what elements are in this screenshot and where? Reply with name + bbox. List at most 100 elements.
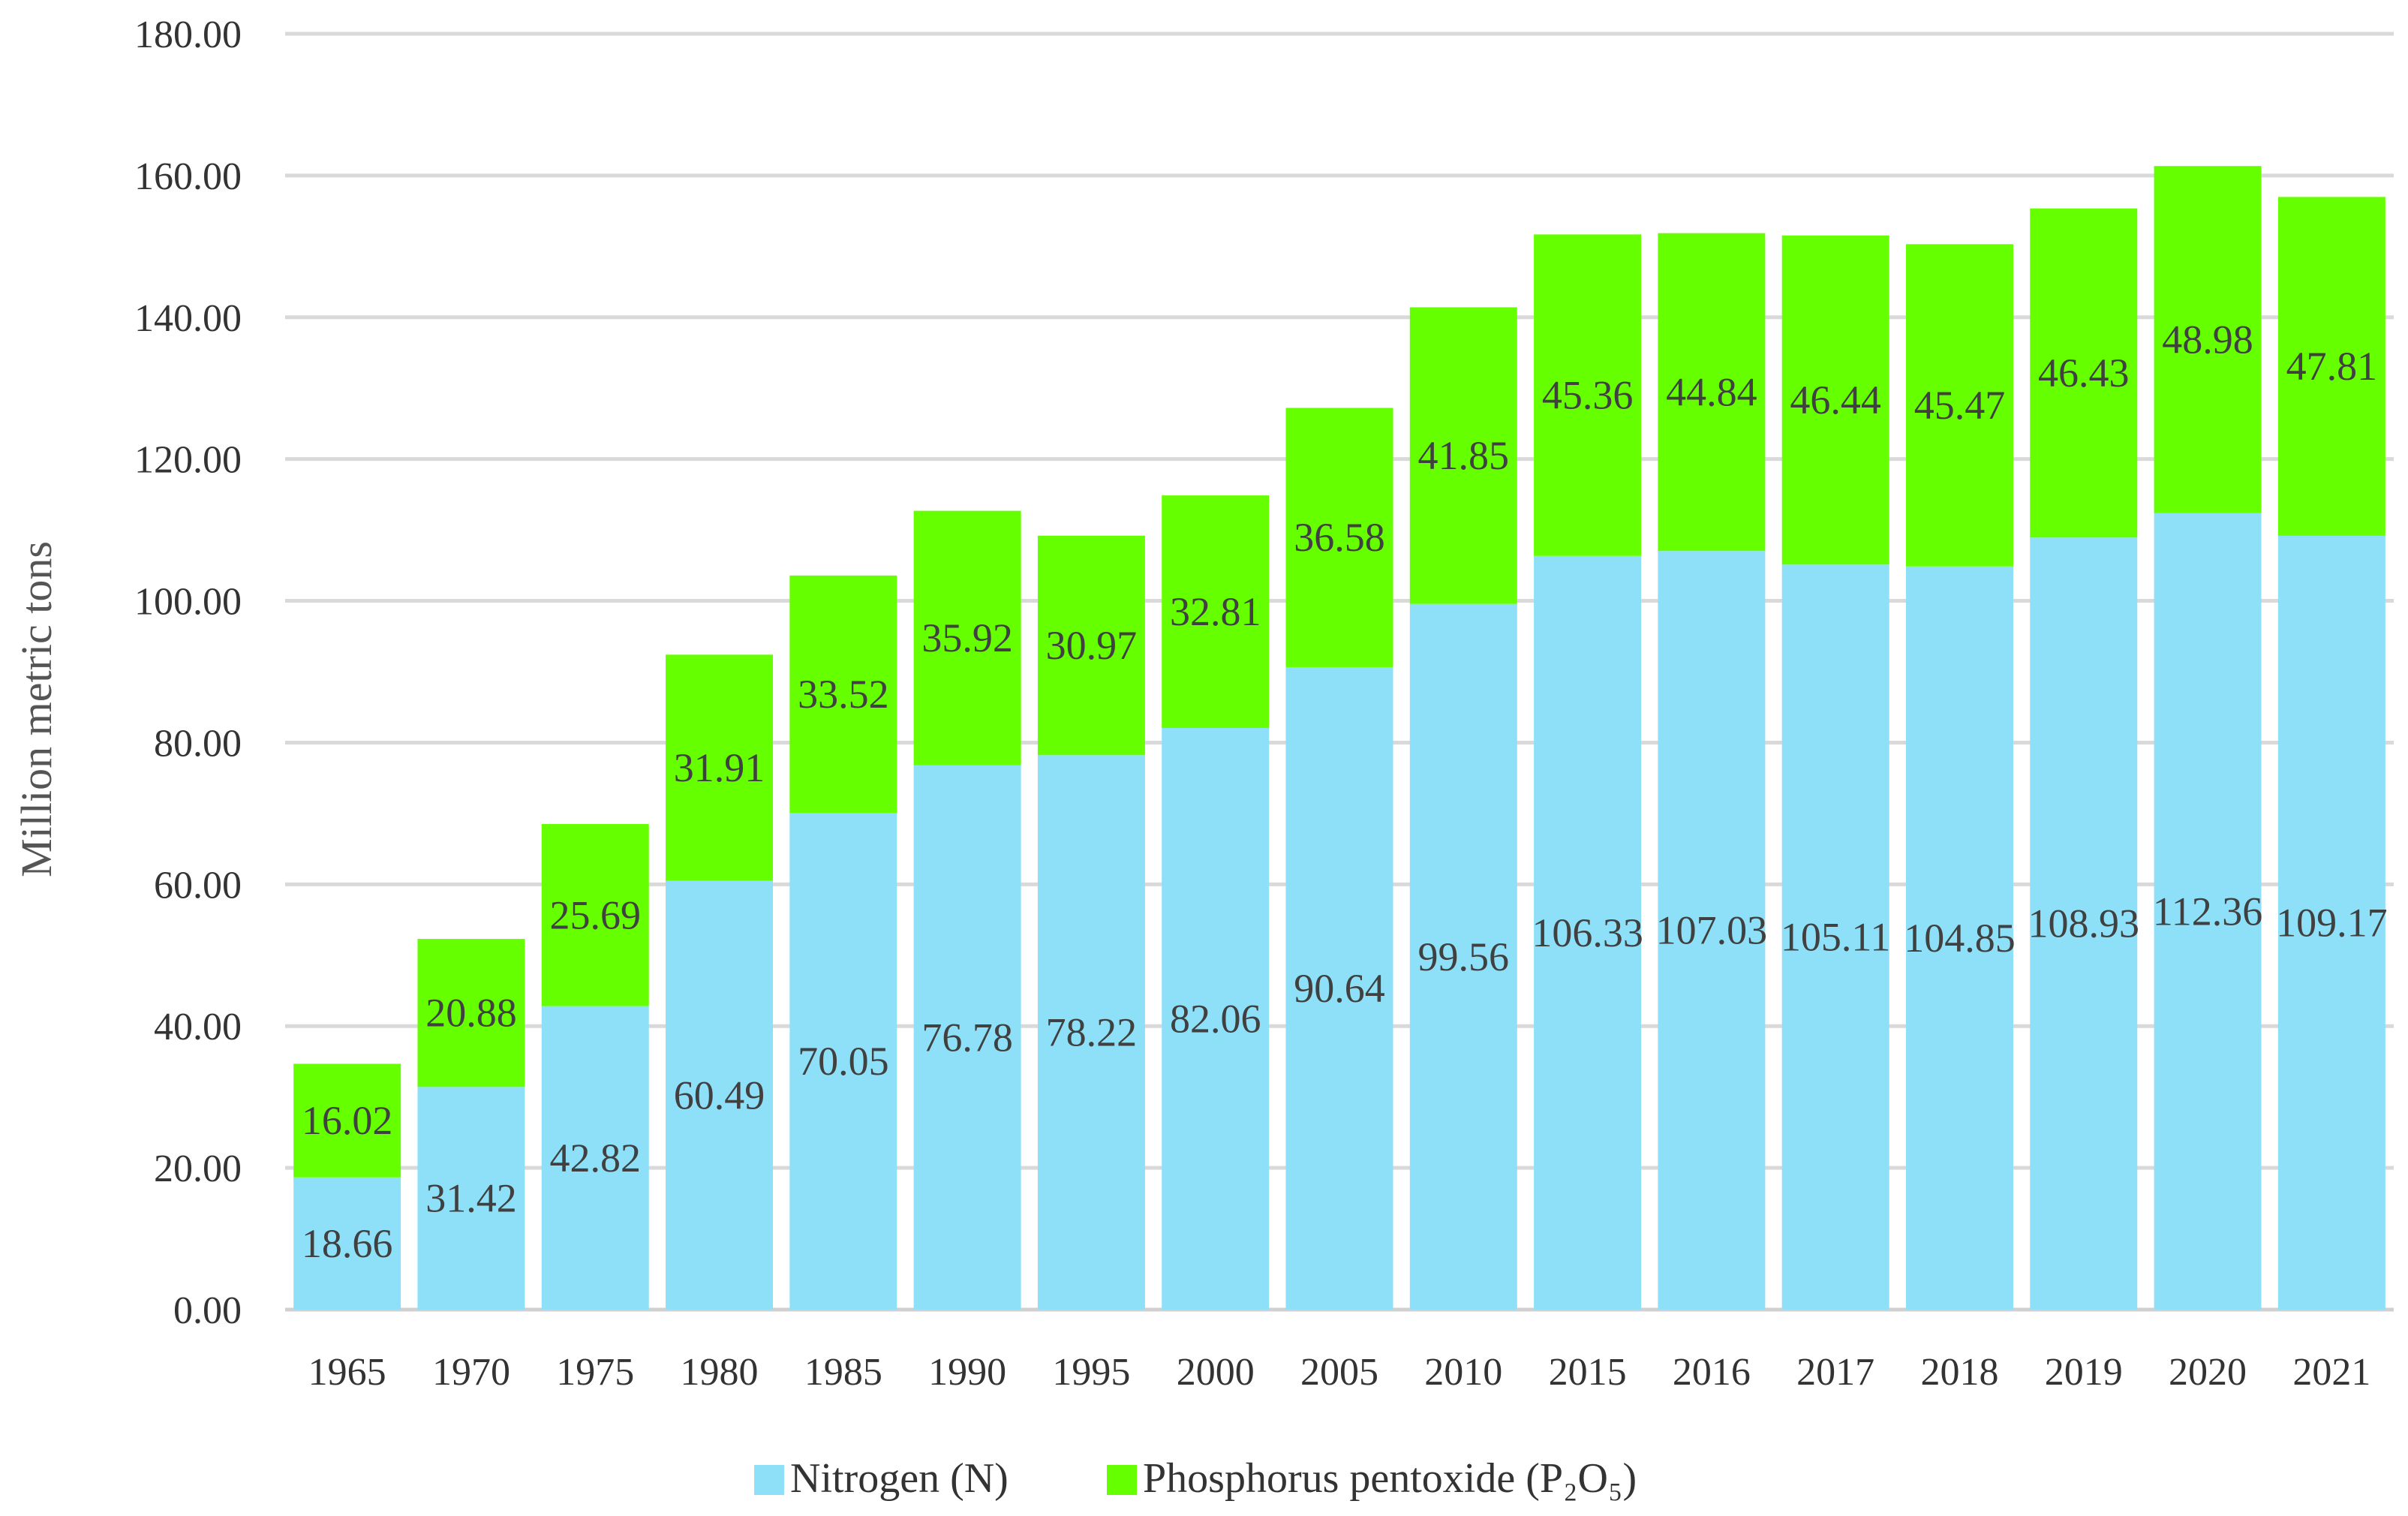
data-label: 48.98	[2162, 317, 2253, 362]
y-tick-label: 180.00	[134, 14, 242, 56]
x-tick-label: 2016	[1673, 1351, 1751, 1394]
x-tick-label: 1990	[928, 1351, 1006, 1394]
x-tick-label: 1995	[1052, 1351, 1130, 1394]
bar-phosphorus-1995	[1037, 535, 1145, 756]
data-label: 31.91	[674, 745, 765, 790]
data-label: 32.81	[1170, 589, 1261, 634]
data-label: 112.36	[2153, 889, 2263, 934]
data-label: 82.06	[1170, 996, 1261, 1041]
bar-phosphorus-2005	[1285, 408, 1393, 667]
data-label: 46.43	[2038, 350, 2130, 396]
data-label: 70.05	[798, 1039, 889, 1084]
data-label: 107.03	[1656, 908, 1768, 953]
legend-swatch-nitrogen	[754, 1465, 784, 1495]
x-tick-label: 1980	[681, 1351, 759, 1394]
data-label: 16.02	[302, 1098, 393, 1143]
data-label: 31.42	[425, 1176, 517, 1221]
bar-nitrogen-2017	[1781, 564, 1889, 1310]
bar-nitrogen-2016	[1658, 551, 1766, 1310]
bar-nitrogen-2015	[1534, 555, 1642, 1310]
x-tick-label: 2021	[2292, 1351, 2370, 1394]
bar-phosphorus-2000	[1162, 495, 1270, 728]
bar-nitrogen-1965	[293, 1177, 401, 1310]
bar-phosphorus-2010	[1409, 307, 1517, 604]
x-tick-label: 1965	[308, 1351, 386, 1394]
data-label: 106.33	[1532, 910, 1643, 955]
data-label: 45.47	[1914, 383, 2006, 428]
bar-nitrogen-1995	[1037, 755, 1145, 1310]
y-tick-label: 40.00	[154, 1006, 242, 1048]
x-tick-label: 2000	[1177, 1351, 1255, 1394]
bar-phosphorus-1985	[789, 575, 897, 814]
y-tick-label: 160.00	[134, 155, 242, 198]
legend-swatch-phosphorus	[1107, 1465, 1137, 1495]
data-label: 30.97	[1046, 623, 1138, 668]
bar-nitrogen-2005	[1285, 666, 1393, 1310]
y-tick-label: 60.00	[154, 864, 242, 907]
y-tick-label: 120.00	[134, 439, 242, 482]
bar-nitrogen-1970	[417, 1087, 525, 1310]
bar-phosphorus-2021	[2277, 197, 2385, 536]
x-tick-label: 2020	[2169, 1351, 2247, 1394]
x-tick-label: 2019	[2045, 1351, 2123, 1394]
bar-phosphorus-1980	[666, 654, 774, 881]
bar-phosphorus-2018	[1905, 244, 2013, 567]
data-label: 20.88	[425, 991, 517, 1036]
data-label: 46.44	[1790, 377, 1881, 423]
bar-nitrogen-1990	[913, 765, 1021, 1310]
bar-phosphorus-2017	[1781, 235, 1889, 565]
data-label: 35.92	[921, 615, 1013, 660]
bar-nitrogen-2019	[2030, 537, 2138, 1310]
bar-nitrogen-1975	[541, 1006, 649, 1310]
x-axis-ticks: 1965 1970 1975 1980 1985 1990 1995 2000 2005 2010…	[308, 1351, 2371, 1394]
data-label: 45.36	[1542, 373, 1634, 418]
bar-phosphorus-1970	[417, 939, 525, 1087]
data-label: 44.84	[1666, 369, 1757, 414]
x-tick-label: 1985	[804, 1351, 882, 1394]
bar-phosphorus-2020	[2154, 166, 2262, 513]
data-label: 60.49	[674, 1072, 765, 1117]
data-label: 41.85	[1418, 433, 1510, 478]
y-tick-label: 140.00	[134, 297, 242, 340]
data-label: 42.82	[549, 1135, 641, 1181]
bar-phosphorus-1990	[913, 510, 1021, 766]
bar-nitrogen-2021	[2277, 535, 2385, 1310]
data-label: 36.58	[1294, 515, 1385, 560]
x-tick-label: 2017	[1796, 1351, 1874, 1394]
bar-phosphorus-2015	[1534, 234, 1642, 556]
data-labels: 18.66 16.02 31.42 20.88 42.82 25.69 60.49 31.91…	[302, 317, 2388, 1266]
bar-phosphorus-2019	[2030, 208, 2138, 538]
data-label: 78.22	[1046, 1010, 1138, 1055]
bar-nitrogen-2018	[1905, 566, 2013, 1310]
data-label: 47.81	[2286, 344, 2378, 389]
y-tick-label: 0.00	[173, 1289, 242, 1332]
data-label: 90.64	[1294, 966, 1385, 1011]
bar-nitrogen-2010	[1409, 603, 1517, 1310]
y-axis-title: Million metric tons	[12, 541, 61, 877]
x-tick-label: 2015	[1549, 1351, 1627, 1394]
bar-phosphorus-2016	[1658, 233, 1766, 552]
data-label: 99.56	[1418, 934, 1510, 979]
data-label: 25.69	[549, 892, 641, 937]
data-label: 76.78	[921, 1015, 1013, 1060]
x-tick-label: 1975	[556, 1351, 634, 1394]
data-label: 104.85	[1904, 916, 2016, 961]
data-label: 18.66	[302, 1221, 393, 1266]
x-tick-label: 2010	[1424, 1351, 1502, 1394]
bar-phosphorus-1975	[541, 823, 649, 1006]
x-tick-label: 2018	[1920, 1351, 1998, 1394]
data-label: 109.17	[2276, 900, 2388, 945]
y-tick-label: 80.00	[154, 722, 242, 765]
legend-label-phosphorus: Phosphorus pentoxide (P₂O₅)	[1143, 1455, 1637, 1502]
x-tick-label: 1970	[432, 1351, 510, 1394]
data-label: 105.11	[1781, 915, 1891, 960]
bar-phosphorus-1965	[293, 1063, 401, 1178]
bars	[293, 166, 2385, 1310]
legend: Nitrogen (N) Phosphorus pentoxide (P₂O₅)	[754, 1455, 1637, 1502]
bar-nitrogen-1985	[789, 813, 897, 1310]
y-tick-label: 100.00	[134, 581, 242, 624]
y-tick-label: 20.00	[154, 1148, 242, 1190]
x-tick-label: 2005	[1300, 1351, 1378, 1394]
bar-nitrogen-1980	[666, 880, 774, 1310]
